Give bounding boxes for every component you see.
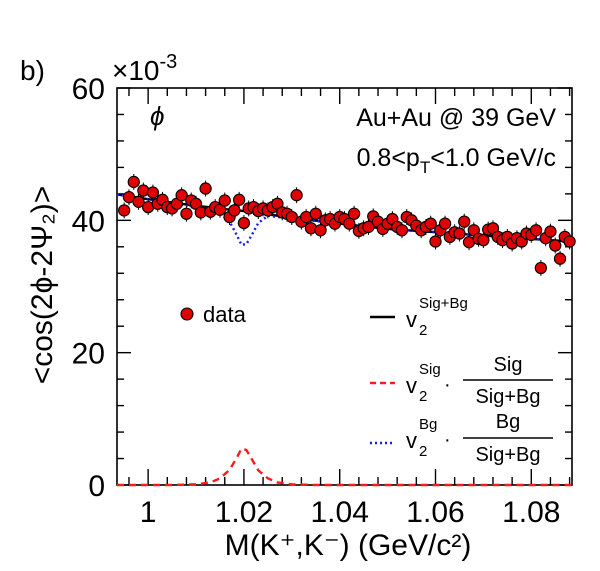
data-point [199,182,212,195]
pt-range-label: 0.8<pT<1.0 GeV/c [357,144,556,177]
legend-data: data [180,302,247,327]
legend-background-symbol: v [406,428,417,453]
data-point [549,239,562,252]
y-tick-label: 60 [72,73,105,106]
data-point [347,207,361,220]
pt-range-pre: 0.8<p [357,144,420,172]
data-point [228,204,241,217]
x-tick-label: 1.04 [311,496,369,529]
legend-background-dot: · [444,429,451,451]
data-point [343,217,356,230]
data-point [118,204,131,217]
legend-data-marker [180,307,194,321]
legend-total-symbol: v [406,307,417,332]
tick-labels: 1 1.02 1.04 1.06 1.08 0 20 40 60 [72,73,561,529]
data-point [458,215,471,228]
legend-background-den: Sig+Bg [475,444,540,466]
legend-signal-symbol: v [406,373,417,398]
data-point [563,235,576,248]
data-point [534,261,548,275]
pt-range-post: <1.0 GeV/c [430,144,556,172]
data-point [237,216,251,230]
y-tick-label: 40 [72,205,105,238]
data-points [118,174,576,276]
particle-label: ϕ [150,101,164,131]
x-axis-title: M(K⁺,K⁻) (GeV/c²) [225,529,472,562]
legend-signal-sub: 2 [419,388,427,405]
data-point [424,217,437,230]
x-tick-label: 1 [140,496,157,529]
data-point [453,227,466,240]
data-point [127,175,140,189]
data-point [232,193,246,206]
data-point [529,224,543,237]
x-tick-label: 1.02 [215,496,273,529]
data-point [314,224,327,237]
y-axis-title: <cos(2ϕ-2Ψ₂)> [26,186,59,385]
legend-background-num: Bg [496,411,520,433]
data-point [395,224,409,237]
axis-exponent: ×10-3 [112,51,177,86]
panel-label: b) [20,55,45,86]
data-point [438,217,452,230]
data-point [132,195,145,208]
legend-signal-sup: Sig [419,361,441,378]
legend-signal: v 2 Sig · Sig Sig+Bg [370,354,553,408]
data-point [362,220,375,234]
data-point [290,189,303,202]
data-point [553,252,567,265]
legend-background-sub: 2 [419,443,427,460]
x-tick-label: 1.08 [502,496,560,529]
legend-total-sup: Sig+Bg [419,295,468,312]
data-point [218,194,231,207]
legend-signal-num: Sig [494,354,523,376]
curve-signal [117,447,572,487]
data-point [180,207,193,220]
legend-signal-den: Sig+Bg [475,386,540,408]
data-point [544,225,557,238]
system-label: Au+Au @ 39 GeV [356,104,556,132]
pt-range-sub: T [420,158,430,177]
legend-background-sup: Bg [419,416,437,433]
x-tick-label: 1.06 [406,496,464,529]
data-point [309,207,322,220]
data-point [429,235,442,248]
y-tick-label: 20 [72,338,105,371]
axis-exponent-power: -3 [160,51,178,73]
legend-data-label: data [203,302,247,327]
data-point [477,234,490,247]
legend-total-sub: 2 [419,322,427,339]
curve-background [116,193,573,247]
data-point [175,189,188,202]
plot-frame [116,87,573,486]
axis-exponent-base: ×10 [112,55,160,86]
legend-background: v 2 Bg · Bg Sig+Bg [370,411,553,466]
legend-signal-dot: · [444,374,451,396]
data-point [146,186,160,199]
y-tick-label: 0 [88,470,105,503]
legend-total: v 2 Sig+Bg [370,295,468,339]
